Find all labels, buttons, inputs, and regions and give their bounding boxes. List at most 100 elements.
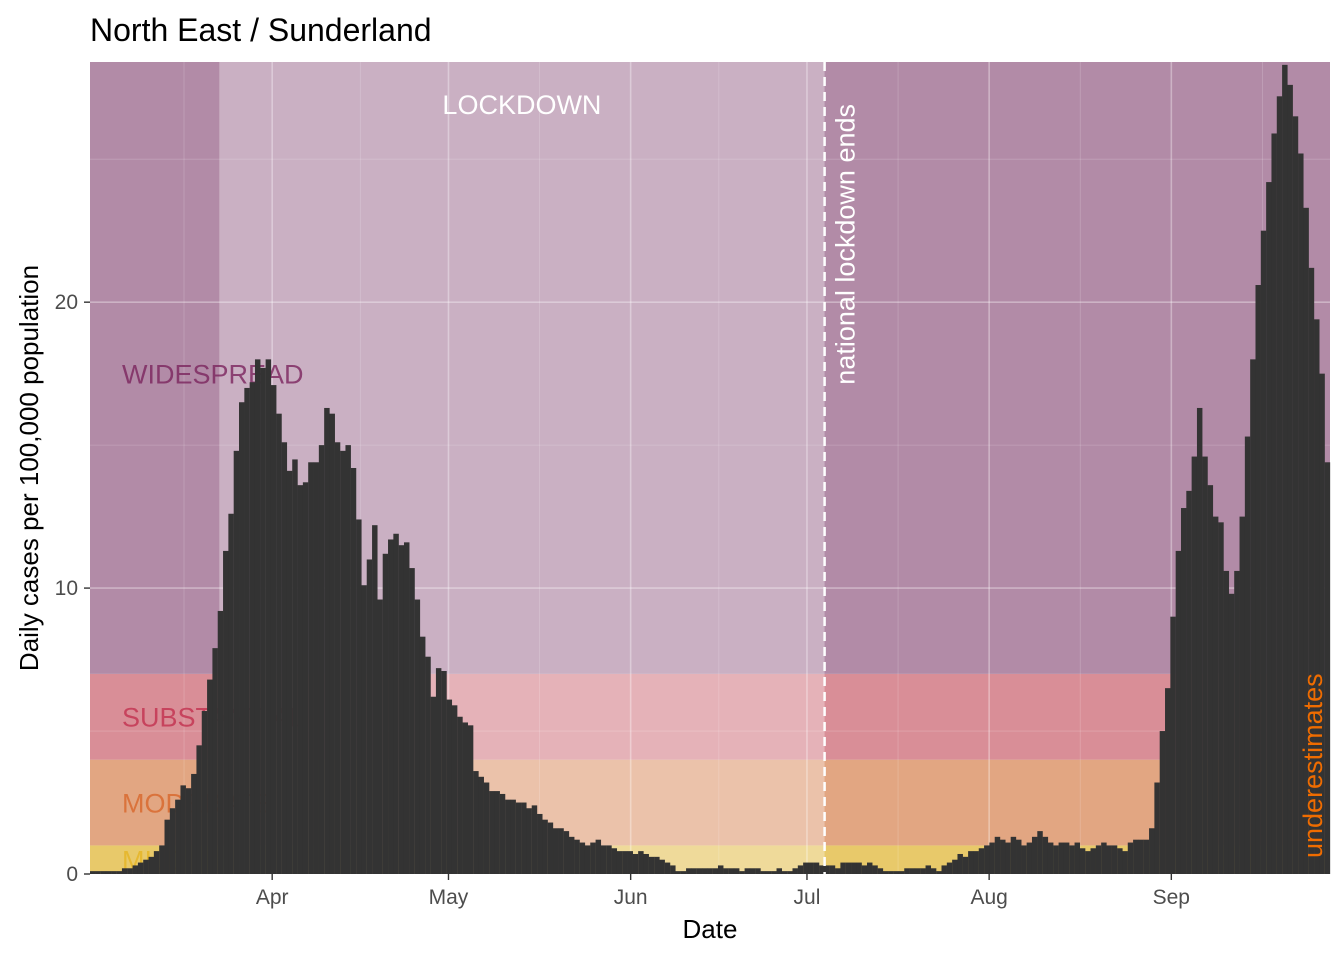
bar xyxy=(169,808,176,874)
bar xyxy=(670,865,676,874)
bar xyxy=(973,851,979,874)
bar xyxy=(1271,133,1277,874)
bar xyxy=(1260,230,1267,875)
bar xyxy=(1138,839,1144,874)
bar xyxy=(111,871,117,874)
bar xyxy=(180,785,186,874)
bar xyxy=(105,871,112,874)
bar xyxy=(595,839,602,874)
bar xyxy=(1058,842,1065,874)
bar xyxy=(616,851,623,874)
bar xyxy=(1016,839,1022,874)
bar xyxy=(845,862,852,874)
bars xyxy=(90,64,1331,875)
bar xyxy=(1314,319,1320,874)
bar xyxy=(473,771,479,874)
bar xyxy=(1165,688,1171,874)
bar xyxy=(254,359,261,874)
bar xyxy=(313,462,319,874)
bar xyxy=(675,871,681,874)
bar xyxy=(686,868,692,874)
bar xyxy=(829,865,836,874)
bar xyxy=(409,568,415,874)
bar xyxy=(228,513,234,874)
bar xyxy=(217,610,224,874)
bar xyxy=(1223,570,1230,874)
bar xyxy=(638,851,644,874)
bar xyxy=(840,862,846,874)
bar xyxy=(819,865,825,874)
bar xyxy=(1154,782,1160,874)
bar xyxy=(1037,831,1043,874)
lockdown-ends-label: national lockdown ends xyxy=(831,104,861,385)
bar xyxy=(824,865,830,874)
bar xyxy=(1010,836,1017,874)
bar xyxy=(515,802,522,874)
bar xyxy=(361,585,367,874)
bar xyxy=(398,545,405,874)
bar xyxy=(505,799,511,874)
bar xyxy=(1186,490,1192,874)
bar xyxy=(760,871,767,874)
bar xyxy=(1282,64,1288,875)
bar xyxy=(648,856,655,874)
x-axis-title: Date xyxy=(683,914,738,944)
bar xyxy=(1218,522,1224,874)
bar xyxy=(590,842,596,874)
band-label-widespread: WIDESPREAD xyxy=(122,360,304,390)
bar xyxy=(457,716,463,874)
bar xyxy=(297,485,304,874)
bar xyxy=(430,696,437,874)
bar xyxy=(994,836,1001,874)
bar xyxy=(1303,207,1309,874)
bar xyxy=(308,462,314,874)
bar xyxy=(127,868,133,874)
bar xyxy=(808,862,814,874)
bar xyxy=(265,359,272,874)
bar xyxy=(749,868,756,874)
bar xyxy=(302,482,309,874)
y-tick-label: 10 xyxy=(55,577,78,600)
bar xyxy=(702,868,708,874)
bar xyxy=(531,805,538,874)
bar xyxy=(930,868,937,874)
bar xyxy=(121,868,128,874)
bar xyxy=(239,402,245,874)
chart-title: North East / Sunderland xyxy=(90,12,432,48)
bar xyxy=(260,367,266,874)
bar xyxy=(1239,516,1245,874)
bar xyxy=(143,859,149,874)
x-tick-label: Aug xyxy=(970,886,1007,909)
bar xyxy=(249,382,256,874)
bar xyxy=(388,539,394,874)
bar xyxy=(962,856,969,874)
x-axis: Apr May Jun Jul Aug Sep xyxy=(256,874,1190,909)
lockdown-label: LOCKDOWN xyxy=(442,90,601,120)
x-tick-label: Apr xyxy=(256,886,289,909)
bar xyxy=(717,865,724,874)
bar xyxy=(733,868,740,874)
y-axis: 0 10 20 xyxy=(55,291,90,886)
bar xyxy=(164,819,170,874)
bar xyxy=(739,871,745,874)
bar xyxy=(914,868,921,874)
bar xyxy=(744,868,751,874)
bar xyxy=(1324,462,1331,874)
bar xyxy=(542,819,548,874)
bar xyxy=(494,791,500,874)
bar xyxy=(521,802,527,874)
bar xyxy=(233,450,240,874)
bar xyxy=(872,865,878,874)
bar xyxy=(1085,851,1091,874)
bar xyxy=(286,470,293,874)
bar xyxy=(1170,616,1176,874)
bar xyxy=(909,868,916,874)
bar xyxy=(781,871,788,874)
bar xyxy=(1069,845,1075,874)
bar xyxy=(1143,839,1150,874)
bar xyxy=(622,851,628,874)
bar xyxy=(366,559,373,874)
bar xyxy=(148,856,155,874)
bar xyxy=(1196,407,1203,874)
bar xyxy=(776,868,782,874)
